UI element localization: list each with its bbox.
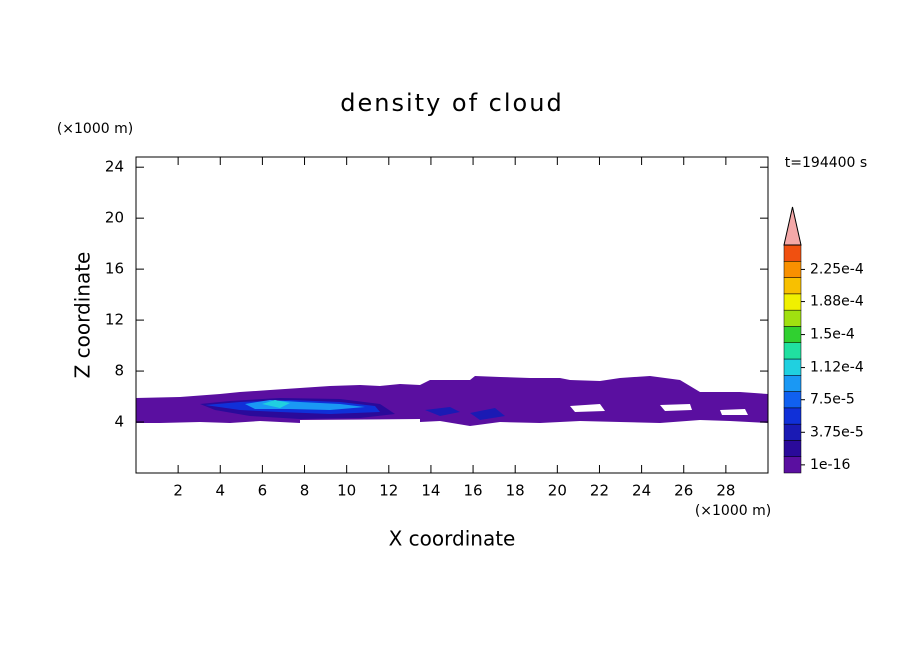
x-tick-label: 2	[173, 482, 183, 500]
y-tick-label: 20	[105, 209, 124, 227]
x-tick-label: 4	[215, 482, 225, 500]
y-tick-label: 16	[105, 260, 124, 278]
colorbar-overflow	[783, 206, 802, 246]
colorbar-band	[783, 293, 802, 311]
x-tick-label: 10	[337, 482, 356, 500]
colorbar-band	[783, 375, 802, 392]
y-tick-label: 8	[114, 362, 124, 380]
colorbar-band	[783, 456, 802, 474]
x-tick-label: 8	[300, 482, 310, 500]
colorbar-tick-label: 2.25e-4	[810, 261, 864, 277]
colorbar-tick-label: 1.12e-4	[810, 360, 864, 376]
colorbar-band	[783, 342, 802, 360]
x-tick-label: 18	[506, 482, 525, 500]
x-tick-label: 28	[716, 482, 735, 500]
colorbar-band	[783, 407, 802, 425]
chart-title: density of cloud	[340, 89, 563, 117]
x-axis-label: X coordinate	[389, 527, 516, 551]
colorbar-band	[783, 277, 802, 295]
colorbar-band	[783, 440, 802, 457]
contour-field	[136, 376, 768, 426]
y-unit: (×1000 m)	[57, 121, 133, 137]
colorbar-tick-label: 1.88e-4	[810, 294, 864, 310]
contour-fill	[262, 400, 290, 408]
y-axis-label: Z coordinate	[71, 252, 95, 379]
colorbar-band	[783, 309, 802, 327]
x-tick-label: 24	[632, 482, 651, 500]
plot-frame	[135, 156, 769, 474]
colorbar-band	[783, 391, 802, 409]
contour-gap	[300, 404, 748, 424]
colorbar-band	[783, 326, 802, 343]
colorbar-tick-label: 3.75e-5	[810, 424, 864, 440]
x-tick-label: 22	[590, 482, 609, 500]
x-unit: (×1000 m)	[695, 503, 771, 519]
colorbar-band	[783, 261, 802, 278]
x-tick-label: 14	[421, 482, 440, 500]
colorbar-band	[783, 358, 802, 376]
x-tick-label: 20	[548, 482, 567, 500]
y-tick-label: 4	[114, 413, 124, 431]
x-tick-label: 12	[379, 482, 398, 500]
contour-fill	[425, 407, 505, 420]
colorbar-tick-label: 1e-16	[810, 457, 850, 473]
x-tick-label: 16	[464, 482, 483, 500]
y-tick-label: 12	[105, 311, 124, 329]
x-tick-label: 6	[258, 482, 268, 500]
time-label: t=194400 s	[785, 155, 867, 171]
colorbar-tick-label: 7.5e-5	[810, 392, 855, 408]
colorbar-band	[783, 423, 802, 441]
colorbar-band	[783, 244, 802, 262]
y-tick-label: 24	[105, 158, 124, 176]
x-tick-label: 26	[674, 482, 693, 500]
colorbar-tick-label: 1.5e-4	[810, 327, 855, 343]
